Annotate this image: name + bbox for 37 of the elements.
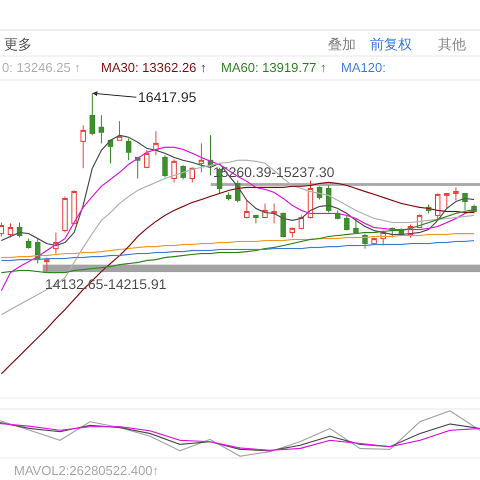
candlestick	[144, 150, 150, 169]
candlestick	[108, 140, 114, 164]
candlestick	[98, 114, 104, 144]
candlestick	[8, 222, 14, 238]
candlestick	[226, 192, 232, 201]
text: 叠加	[328, 36, 356, 52]
candlestick	[162, 154, 168, 178]
annotation: 16417.95	[138, 89, 197, 105]
candlestick	[171, 158, 177, 183]
candlestick	[244, 200, 250, 219]
candlestick	[435, 192, 440, 220]
text: MA60: 13919.77 ↑	[221, 60, 327, 75]
candlestick	[271, 202, 277, 224]
candlestick	[198, 142, 204, 173]
text: 其他	[438, 36, 466, 52]
candlestick	[444, 192, 450, 209]
candlestick	[26, 238, 32, 250]
candlestick	[44, 256, 50, 272]
text: 更多	[4, 36, 32, 52]
candlestick	[116, 120, 122, 141]
candlestick	[344, 214, 350, 232]
candlestick	[62, 196, 68, 234]
candlestick	[453, 186, 459, 201]
text: MA120:	[341, 60, 386, 75]
text: MAVOL2:26280522.400↑	[14, 463, 160, 478]
candlestick	[353, 218, 359, 234]
candlestick	[253, 214, 259, 224]
candlestick	[71, 190, 77, 225]
candlestick	[371, 237, 377, 245]
candlestick	[290, 227, 295, 238]
text: 0: 13246.25 ↑	[2, 60, 81, 75]
candlestick	[280, 212, 286, 238]
text: MA30: 13362.26 ↑	[101, 60, 207, 75]
text: 前复权	[370, 36, 412, 52]
candlestick	[126, 138, 132, 161]
candlestick	[298, 214, 304, 230]
candlestick	[80, 124, 86, 169]
